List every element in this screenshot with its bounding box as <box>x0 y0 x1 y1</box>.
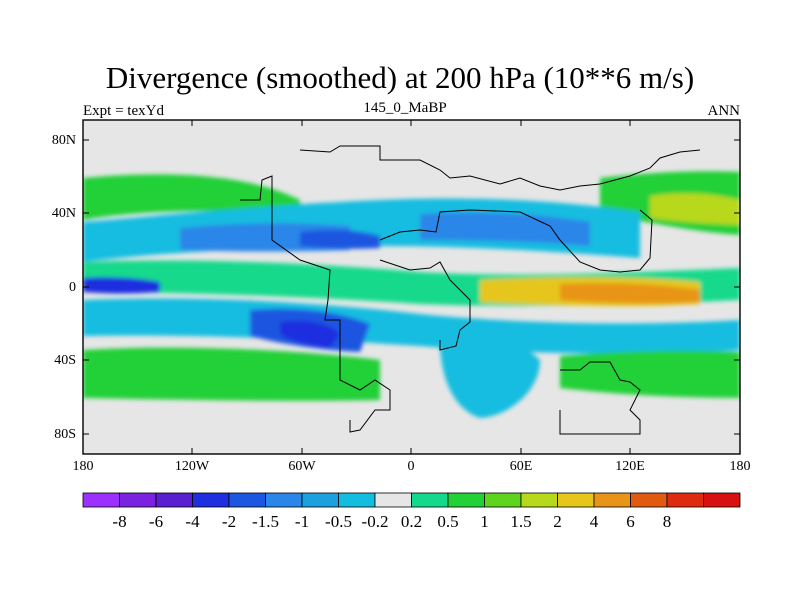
colorbar-swatch <box>228 492 266 508</box>
contour-se-green <box>560 350 740 398</box>
colorbar-swatch <box>374 492 412 508</box>
coast-arctic <box>299 145 701 191</box>
y-tick-label: 0 <box>69 280 76 295</box>
colorbar-swatch <box>119 492 157 508</box>
colorbar-swatch <box>265 492 303 508</box>
contour-satl-cyan <box>440 336 540 418</box>
contour-asia-blue <box>420 212 590 246</box>
contour-s-cyan <box>83 298 740 354</box>
experiment-label: Expt = texYd <box>83 103 164 119</box>
field-contours <box>83 120 740 454</box>
coast-americas <box>240 175 391 433</box>
colorbar-swatch <box>301 492 339 508</box>
y-tick-label: 80S <box>54 427 76 442</box>
coast-australia <box>559 361 641 435</box>
contour-pac-darkblue <box>83 277 160 294</box>
y-tick-label: 40S <box>54 353 76 368</box>
colorbar-label: 4 <box>590 512 599 531</box>
colorbar-swatch <box>411 492 449 508</box>
colorbar-swatch <box>630 492 668 508</box>
contour-eq-orange <box>560 283 700 304</box>
colorbar-label: 1.5 <box>510 512 531 531</box>
colorbar-swatch <box>155 492 193 508</box>
coast-eurasia <box>379 209 653 273</box>
colorbar-label: -8 <box>112 512 126 531</box>
run-label: 145_0_MaBP <box>363 100 447 116</box>
coastlines <box>240 145 701 435</box>
colorbar-swatch <box>666 492 704 508</box>
colorbar-label: -1.5 <box>252 512 279 531</box>
colorbar-label: 2 <box>553 512 562 531</box>
colorbar-swatch <box>82 492 120 508</box>
contour-sw-green <box>83 347 380 401</box>
colorbar-swatch <box>703 492 741 508</box>
colorbar-label: 0.2 <box>401 512 422 531</box>
colorbar-swatch <box>520 492 558 508</box>
colorbar: -8 -6 -4 -2 -1.5 -1 -0.5 -0.2 0.2 0.5 1 1.5 2 4 6 8 <box>82 492 741 531</box>
colorbar-swatch <box>593 492 631 508</box>
x-tick-label: 120E <box>615 459 645 474</box>
x-tick-label: 120W <box>175 459 210 474</box>
colorbar-swatch <box>484 492 522 508</box>
x-tick-label: 60E <box>510 459 533 474</box>
coast-africa <box>379 259 471 351</box>
colorbar-label: -4 <box>185 512 200 531</box>
y-tick-label: 80N <box>52 133 76 148</box>
contour-s-deepblue <box>280 320 340 348</box>
x-tick-label: 180 <box>73 459 94 474</box>
colorbar-label: -1 <box>295 512 309 531</box>
colorbar-label: -2 <box>222 512 236 531</box>
colorbar-label: -0.5 <box>325 512 352 531</box>
x-tick-label: 0 <box>408 459 415 474</box>
colorbar-label: -6 <box>149 512 163 531</box>
colorbar-label: 6 <box>626 512 635 531</box>
contour-ne-yellow <box>650 193 740 225</box>
colorbar-swatch <box>338 492 376 508</box>
x-tick-label: 60W <box>288 459 316 474</box>
colorbar-swatch <box>447 492 485 508</box>
y-tick-label: 40N <box>52 206 76 221</box>
colorbar-label: 0.5 <box>437 512 458 531</box>
colorbar-label: -0.2 <box>362 512 389 531</box>
contour-n-darkblue <box>300 229 380 249</box>
colorbar-swatch <box>557 492 595 508</box>
season-label: ANN <box>707 103 741 119</box>
colorbar-swatch <box>192 492 230 508</box>
axis-ticks <box>82 120 741 454</box>
plot-title: Divergence (smoothed) at 200 hPa (10**6 … <box>105 60 695 95</box>
x-tick-label: 180 <box>730 459 751 474</box>
colorbar-label: 1 <box>480 512 489 531</box>
colorbar-label: 8 <box>663 512 672 531</box>
